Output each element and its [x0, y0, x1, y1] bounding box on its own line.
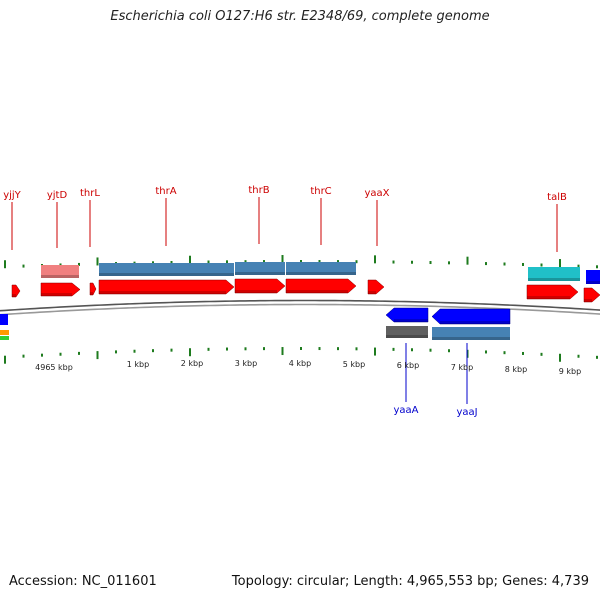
cds-yaaA-shade [394, 319, 428, 322]
gene-block-thrB [235, 262, 285, 275]
gene-label-yaaA: yaaA [393, 405, 418, 416]
edge-stub-green [0, 336, 9, 340]
edge-stub-orange [0, 330, 9, 335]
axis-label: 4965 kbp [35, 363, 73, 372]
cds-thrL [89, 282, 97, 296]
gene-block-talB [528, 267, 580, 281]
gene-label-yjjY: yjjY [3, 190, 21, 201]
gene-label-talB: talB [547, 192, 567, 203]
cds-thrA-shade [99, 291, 226, 294]
gene-label-yaaJ: yaaJ [456, 407, 477, 418]
gene-block-yaaA [386, 326, 428, 338]
gene-label-yjtD: yjtD [47, 190, 68, 201]
gene-block-yaaJ [432, 327, 510, 340]
axis-label: 6 kbp [397, 361, 419, 370]
gene-label-thrB: thrB [248, 185, 269, 196]
axis-label: 1 kbp [127, 360, 149, 369]
cds-thrB-shade [235, 290, 277, 293]
cds-yjtD-shade [41, 293, 72, 296]
cds-talB [526, 284, 579, 300]
cds-thrC [285, 278, 357, 294]
gene-block-edge [586, 270, 600, 284]
gene-block-yjtD [41, 265, 79, 278]
cds-thrA [98, 279, 235, 295]
cds-thrL-shade [90, 292, 93, 295]
cds-yaaX [367, 279, 385, 295]
backbone-line-outer [0, 299, 600, 312]
gene-labels: yjjY yjtD thrL thrA thrB thrC yaaX talB yaaA yaaJ [3, 185, 567, 418]
cds-thrB [234, 278, 286, 294]
gene-label-thrL: thrL [80, 188, 100, 199]
cds-yaaJ-shade [440, 321, 510, 324]
cds-yjjY-shade [12, 294, 16, 297]
gene-block-yaaJ-shade [432, 337, 510, 340]
cds-yaaA [385, 307, 429, 323]
cds-yjjY [11, 284, 21, 298]
axis-label: 5 kbp [343, 360, 365, 369]
cds-talB-shade [527, 296, 570, 299]
axis-label: 9 kbp [559, 367, 581, 376]
cds-thrC-shade [286, 290, 348, 293]
axis-labels: 4965 kbp 1 kbp 2 kbp 3 kbp 4 kbp 5 kbp 6 kbp 7 … [35, 359, 581, 376]
axis-label: 4 kbp [289, 359, 311, 368]
feature-tracks [0, 262, 600, 340]
gene-block-thrA [99, 263, 234, 276]
genome-summary-text: Topology: circular; Length: 4,965,553 bp… [231, 574, 589, 589]
cds-edge-shade [584, 299, 592, 302]
gene-block-thrC-shade [286, 272, 356, 275]
cds-yaaX-shade [368, 291, 376, 294]
axis-label: 8 kbp [505, 365, 527, 374]
gene-label-thrA: thrA [155, 186, 176, 197]
accession-text: Accession: NC_011601 [9, 574, 157, 589]
gene-block-thrC [286, 262, 356, 275]
edge-stub-blue [0, 314, 8, 325]
gene-block-thrA-shade [99, 273, 234, 276]
axis-label: 7 kbp [451, 363, 473, 372]
cds-yaaJ [431, 308, 511, 325]
gene-label-yaaX: yaaX [364, 188, 389, 199]
axis-label: 2 kbp [181, 359, 203, 368]
gene-label-thrC: thrC [310, 186, 331, 197]
axis-label: 3 kbp [235, 359, 257, 368]
gene-block-yjtD-shade [41, 275, 79, 278]
cds-edge [583, 287, 600, 303]
gene-block-yaaA-shade [386, 335, 428, 338]
genome-title: Escherichia coli O127:H6 str. E2348/69, … [110, 9, 490, 24]
gene-block-talB-shade [528, 278, 580, 281]
cds-yjtD [40, 282, 81, 297]
gene-block-edge-shade [586, 281, 600, 284]
gene-block-thrB-shade [235, 272, 285, 275]
